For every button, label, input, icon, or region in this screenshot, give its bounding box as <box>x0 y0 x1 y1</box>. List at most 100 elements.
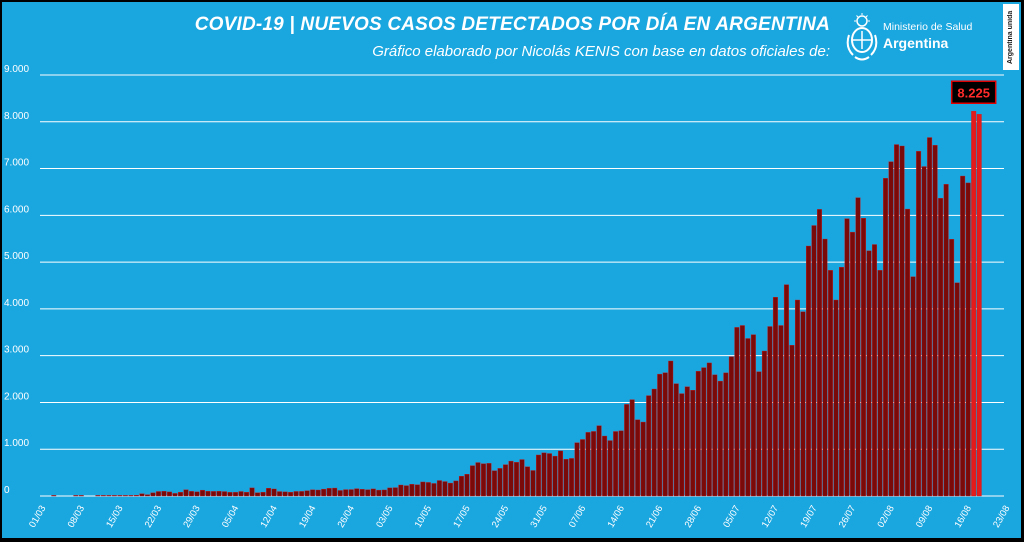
bar <box>222 491 227 497</box>
y-tick-label: 4.000 <box>4 298 29 309</box>
bar <box>376 489 382 497</box>
y-tick-label: 5.000 <box>4 251 29 262</box>
bar <box>910 276 916 497</box>
x-tick-label: 03/05 <box>374 504 395 530</box>
bar <box>596 425 602 497</box>
x-tick-label: 10/05 <box>413 504 434 530</box>
bar <box>541 452 547 497</box>
bar <box>745 338 751 497</box>
bar <box>354 488 360 497</box>
x-tick-label: 15/03 <box>104 504 125 530</box>
bar <box>288 492 294 497</box>
bar <box>255 492 261 497</box>
bar <box>211 491 216 497</box>
bar <box>200 489 205 497</box>
bar <box>761 350 767 497</box>
bar <box>189 491 194 497</box>
ministry-logo: Ministerio de Salud Argentina <box>845 11 995 67</box>
bar <box>442 481 448 497</box>
bar <box>111 495 117 497</box>
bar <box>128 495 134 497</box>
bar <box>839 267 844 497</box>
bar <box>481 463 486 497</box>
bar <box>690 390 696 497</box>
bar <box>409 484 415 497</box>
bar <box>673 383 679 497</box>
bar <box>635 419 641 497</box>
bar <box>712 374 718 497</box>
bar <box>266 488 272 497</box>
bar <box>618 430 624 497</box>
bar <box>78 495 84 497</box>
bar <box>227 492 233 497</box>
bar <box>850 231 855 497</box>
bar <box>668 360 674 497</box>
y-tick-label: 8.000 <box>4 111 29 122</box>
bar <box>431 483 437 497</box>
bar <box>469 465 475 497</box>
bar <box>569 458 575 497</box>
bar <box>591 431 597 497</box>
bar <box>976 114 982 497</box>
argentina-unida-badge <box>1003 4 1019 70</box>
x-tick-label: 19/07 <box>798 504 819 530</box>
bar <box>613 431 619 497</box>
bar <box>117 495 123 497</box>
x-tick-label: 14/06 <box>606 504 627 530</box>
y-tick-label: 0 <box>4 485 10 496</box>
bar <box>365 489 371 497</box>
bar <box>646 395 652 497</box>
bar <box>492 470 497 497</box>
chart-subtitle: Gráfico elaborado por Nicolás KENIS con … <box>372 43 830 60</box>
bar <box>888 161 894 497</box>
y-axis-labels: 0 1.000 2.000 3.000 4.000 5.000 6.000 7.000 8.00… <box>4 64 29 496</box>
bar <box>563 459 569 497</box>
x-tick-label: 09/08 <box>914 504 935 530</box>
bar <box>106 495 112 497</box>
bar <box>921 166 927 497</box>
bar <box>927 137 933 497</box>
bar <box>310 489 316 497</box>
bar <box>607 440 613 497</box>
bar <box>161 491 167 497</box>
bar <box>194 491 200 497</box>
bar <box>348 489 354 497</box>
bar <box>178 492 183 497</box>
bar <box>216 491 222 497</box>
bar <box>739 325 745 497</box>
bar <box>932 145 938 497</box>
bar <box>828 270 833 497</box>
bar <box>205 491 211 497</box>
bar <box>640 421 646 497</box>
bar <box>420 481 426 497</box>
bar <box>122 495 128 497</box>
bar <box>794 299 800 497</box>
y-tick-label: 3.000 <box>4 345 29 356</box>
bar <box>723 372 729 497</box>
bar <box>458 475 464 497</box>
bar <box>519 459 525 497</box>
bar <box>574 442 580 497</box>
bar <box>938 198 944 497</box>
x-tick-label: 17/05 <box>451 504 472 530</box>
x-tick-label: 01/03 <box>27 504 48 530</box>
bar <box>943 184 949 497</box>
x-tick-label: 26/04 <box>336 504 357 530</box>
bar <box>861 218 866 497</box>
bar <box>883 178 888 497</box>
bar <box>783 284 789 497</box>
x-tick-label: 23/08 <box>991 504 1012 530</box>
bar <box>717 380 723 497</box>
bar <box>321 488 327 497</box>
bar <box>778 325 784 497</box>
bar <box>965 182 971 497</box>
bar <box>497 468 503 497</box>
x-tick-label: 07/06 <box>567 504 588 530</box>
bar <box>133 495 139 497</box>
highlight-label-text: 8.225 <box>957 85 990 100</box>
y-tick-label: 9.000 <box>4 64 29 75</box>
bar <box>817 209 822 497</box>
bar <box>381 489 387 497</box>
x-tick-label: 05/07 <box>721 504 742 530</box>
